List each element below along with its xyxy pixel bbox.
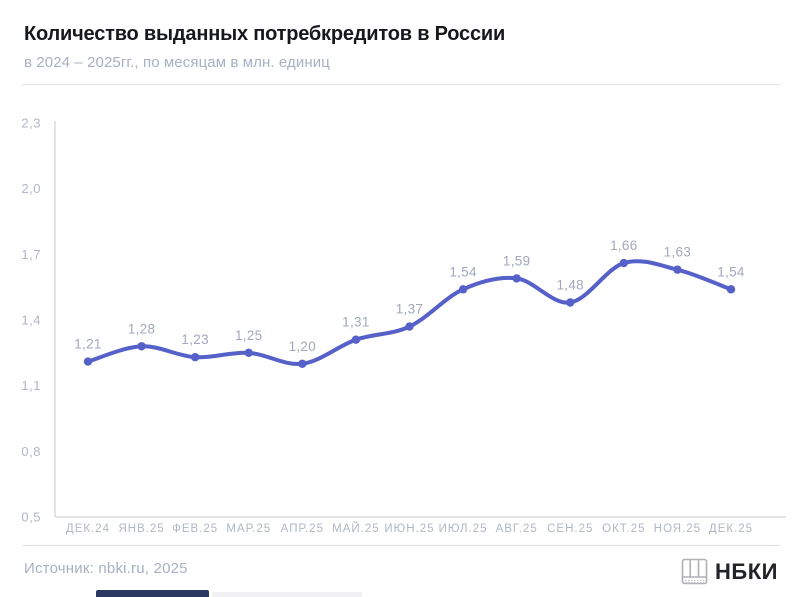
x-tick-label: МАР.25 [226, 523, 271, 535]
brand-logo: НБКИ [681, 558, 778, 585]
y-tick-label: 0,8 [21, 444, 41, 459]
data-point [244, 348, 253, 358]
data-point [458, 285, 468, 294]
data-point [190, 353, 200, 362]
data-point-label: 1,54 [717, 264, 745, 279]
chart-header: Количество выданных потребкредитов в Рос… [24, 22, 776, 71]
data-point [726, 285, 736, 294]
data-point-label: 1,25 [235, 328, 262, 343]
data-point-label: 1,63 [664, 245, 691, 260]
x-tick-label: ЯНВ.25 [118, 523, 164, 535]
line-chart: 0,5 0,8 1,1 1,4 1,7 2,0 2,3 ДЕК.24 ЯНВ.25 ФЕВ.25 М… [21, 116, 786, 535]
cropped-bottom-smudge [212, 592, 362, 597]
brand-name: НБКИ [715, 558, 778, 584]
x-tick-label: АПР.25 [281, 523, 324, 535]
header-divider [22, 84, 780, 85]
book-columns-icon [681, 558, 708, 585]
page-subtitle: в 2024 – 2025гг., по месяцам в млн. един… [24, 54, 330, 71]
footer-divider [22, 545, 780, 546]
data-point [512, 274, 521, 283]
y-tick-label: 1,4 [21, 313, 41, 328]
data-point [619, 258, 629, 268]
data-point-label: 1,20 [289, 339, 316, 354]
x-tick-label: МАЙ.25 [332, 522, 380, 535]
data-point-label: 1,28 [128, 321, 155, 336]
data-point-label: 1,54 [449, 264, 477, 279]
x-tick-label: ДЕК.24 [66, 523, 110, 535]
x-tick-label: ФЕВ.25 [172, 523, 218, 535]
data-point-label: 1,59 [503, 253, 530, 268]
cropped-bottom-bar [96, 590, 209, 597]
x-tick-label: ОКТ.25 [602, 523, 645, 535]
data-point [566, 298, 575, 307]
data-point-label: 1,23 [181, 332, 208, 347]
x-tick-label: АВГ.25 [496, 523, 538, 535]
data-point [351, 335, 361, 344]
y-tick-label: 2,0 [21, 181, 41, 196]
data-point [673, 265, 682, 274]
y-tick-label: 0,5 [21, 510, 41, 525]
y-tick-label: 1,1 [21, 378, 41, 393]
data-point-label: 1,21 [74, 337, 101, 352]
x-tick-label: ДЕК.25 [709, 523, 753, 535]
data-point [405, 322, 414, 331]
x-tick-label: ИЮН.25 [384, 523, 434, 535]
x-tick-label: ИЮЛ.25 [439, 523, 488, 535]
data-point-label: 1,66 [610, 238, 637, 253]
data-point [137, 342, 146, 351]
y-tick-label: 1,7 [21, 247, 41, 262]
page-title: Количество выданных потребкредитов в Рос… [24, 23, 506, 45]
x-tick-label: СЕН.25 [547, 523, 593, 535]
data-point [298, 359, 307, 368]
x-tick-label: НОЯ.25 [654, 523, 701, 535]
data-point-label: 1,31 [342, 315, 369, 330]
data-point-label: 1,37 [396, 302, 423, 317]
data-point [83, 357, 93, 366]
data-point-label: 1,48 [557, 277, 584, 292]
source-caption: Источник: nbki.ru, 2025 [24, 560, 188, 577]
y-tick-label: 2,3 [21, 116, 41, 131]
